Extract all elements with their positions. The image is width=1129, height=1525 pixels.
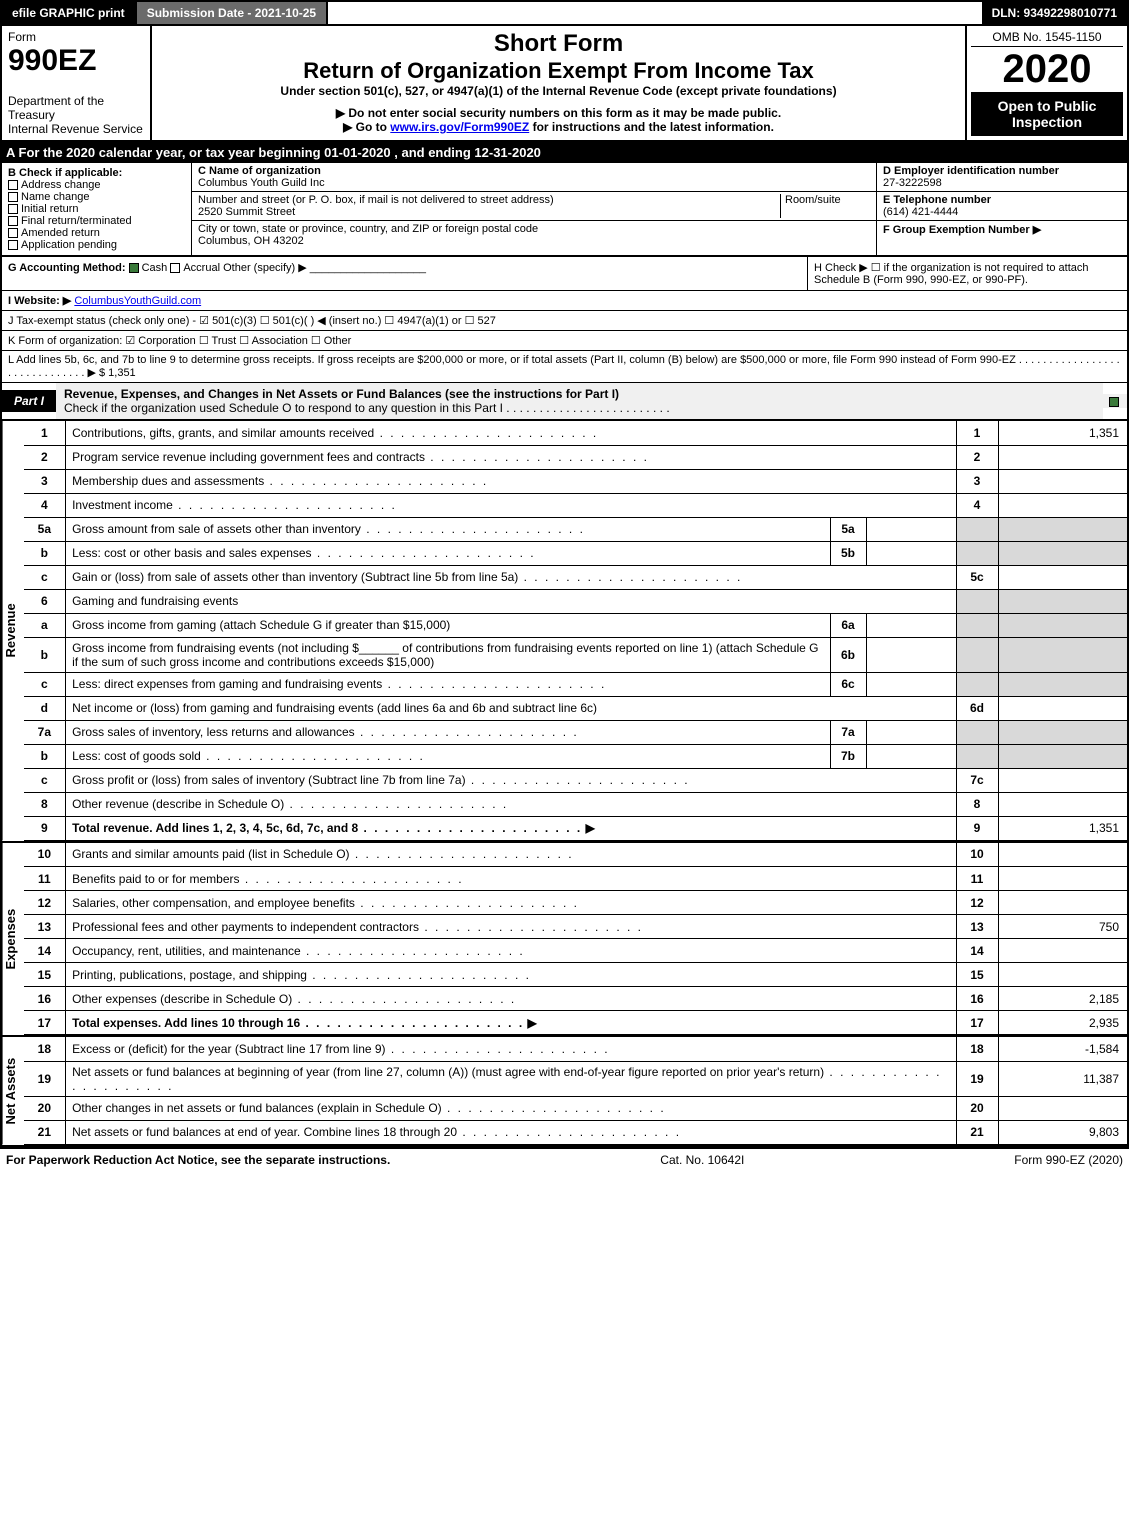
line-1: 1 Contributions, gifts, grants, and simi… [24,421,1128,445]
row-k-org-form: K Form of organization: ☑ Corporation ☐ … [0,331,1129,351]
line-14: 14 Occupancy, rent, utilities, and maint… [24,939,1128,963]
part-1-label: Part I [2,390,56,412]
line-9: 9 Total revenue. Add lines 1, 2, 3, 4, 5… [24,816,1128,840]
line-10: 10 Grants and similar amounts paid (list… [24,843,1128,867]
line-6b: b Gross income from fundraising events (… [24,637,1128,672]
line-15: 15 Printing, publications, postage, and … [24,963,1128,987]
line-5c: c Gain or (loss) from sale of assets oth… [24,565,1128,589]
part-1-header: Part I Revenue, Expenses, and Changes in… [0,383,1129,421]
check-accrual[interactable] [170,263,180,273]
line-7a: 7a Gross sales of inventory, less return… [24,720,1128,744]
line-5a: 5a Gross amount from sale of assets othe… [24,517,1128,541]
org-name-value: Columbus Youth Guild Inc [198,177,870,189]
form-code: 990EZ [8,44,144,78]
form-label: Form [8,30,144,44]
website-link[interactable]: ColumbusYouthGuild.com [74,295,201,307]
section-c: C Name of organization Columbus Youth Gu… [192,163,877,255]
phone-value: (614) 421-4444 [883,206,1121,218]
section-b-heading: B Check if applicable: [8,167,185,179]
line-8: 8 Other revenue (describe in Schedule O)… [24,792,1128,816]
expenses-side-label: Expenses [2,843,24,1036]
check-application-pending[interactable] [8,240,18,250]
tax-year: 2020 [971,47,1123,92]
part-1-schedule-o-check[interactable] [1109,397,1119,407]
top-bar: efile GRAPHIC print Submission Date - 20… [0,0,1129,26]
org-name-label: C Name of organization [198,165,870,177]
net-assets-side-label: Net Assets [2,1037,24,1145]
line-7c: c Gross profit or (loss) from sales of i… [24,768,1128,792]
form-reference: Form 990-EZ (2020) [1014,1153,1123,1167]
part-1-title: Revenue, Expenses, and Changes in Net As… [64,387,619,401]
row-i-website: I Website: ▶ ColumbusYouthGuild.com [0,291,1129,311]
line-3: 3 Membership dues and assessments 3 [24,469,1128,493]
section-def: D Employer identification number 27-3222… [877,163,1127,255]
city-value: Columbus, OH 43202 [198,235,870,247]
line-12: 12 Salaries, other compensation, and emp… [24,891,1128,915]
under-section: Under section 501(c), 527, or 4947(a)(1)… [162,84,955,98]
paperwork-notice: For Paperwork Reduction Act Notice, see … [6,1153,390,1167]
dept-treasury: Department of the Treasury [8,94,144,122]
short-form-title: Short Form [162,30,955,58]
irs-name: Internal Revenue Service [8,122,144,136]
line-16: 16 Other expenses (describe in Schedule … [24,987,1128,1011]
line-5b: b Less: cost or other basis and sales ex… [24,541,1128,565]
irs-link[interactable]: www.irs.gov/Form990EZ [390,120,529,134]
line-7b: b Less: cost of goods sold 7b [24,744,1128,768]
room-suite-label: Room/suite [780,194,870,218]
line-11: 11 Benefits paid to or for members 11 [24,867,1128,891]
check-final-return[interactable] [8,216,18,226]
street-label: Number and street (or P. O. box, if mail… [198,194,780,206]
check-address-change[interactable] [8,180,18,190]
part-1-sub: Check if the organization used Schedule … [64,401,670,415]
row-g-h: G Accounting Method: Cash Accrual Other … [0,257,1129,291]
line-20: 20 Other changes in net assets or fund b… [24,1096,1128,1120]
ssn-warning: ▶ Do not enter social security numbers o… [162,106,955,120]
omb-number: OMB No. 1545-1150 [971,30,1123,47]
city-label: City or town, state or province, country… [198,223,870,235]
tax-year-line: A For the 2020 calendar year, or tax yea… [0,142,1129,163]
line-2: 2 Program service revenue including gove… [24,445,1128,469]
net-assets-section: Net Assets 18 Excess or (deficit) for th… [0,1035,1129,1147]
line-6d: d Net income or (loss) from gaming and f… [24,696,1128,720]
check-name-change[interactable] [8,192,18,202]
dln-label: DLN: 93492298010771 [982,2,1127,24]
ein-label: D Employer identification number [883,165,1121,177]
form-header: Form 990EZ Department of the Treasury In… [0,26,1129,142]
line-17: 17 Total expenses. Add lines 10 through … [24,1011,1128,1035]
check-initial-return[interactable] [8,204,18,214]
info-grid: B Check if applicable: Address change Na… [0,163,1129,257]
ein-value: 27-3222598 [883,177,1121,189]
catalog-number: Cat. No. 10642I [660,1153,744,1167]
section-b: B Check if applicable: Address change Na… [2,163,192,255]
line-4: 4 Investment income 4 [24,493,1128,517]
revenue-section: Revenue 1 Contributions, gifts, grants, … [0,421,1129,841]
page-footer: For Paperwork Reduction Act Notice, see … [0,1147,1129,1171]
goto-line: ▶ Go to www.irs.gov/Form990EZ for instru… [162,120,955,134]
efile-print-button[interactable]: efile GRAPHIC print [2,2,137,24]
line-21: 21 Net assets or fund balances at end of… [24,1120,1128,1144]
expenses-section: Expenses 10 Grants and similar amounts p… [0,841,1129,1036]
line-6a: a Gross income from gaming (attach Sched… [24,613,1128,637]
check-amended-return[interactable] [8,228,18,238]
phone-label: E Telephone number [883,194,1121,206]
open-inspection: Open to Public Inspection [971,92,1123,136]
line-19: 19 Net assets or fund balances at beginn… [24,1061,1128,1096]
line-13: 13 Professional fees and other payments … [24,915,1128,939]
line-18: 18 Excess or (deficit) for the year (Sub… [24,1037,1128,1061]
main-title: Return of Organization Exempt From Incom… [162,58,955,84]
line-6: 6 Gaming and fundraising events [24,589,1128,613]
line-6c: c Less: direct expenses from gaming and … [24,672,1128,696]
street-value: 2520 Summit Street [198,206,780,218]
row-h: H Check ▶ ☐ if the organization is not r… [807,257,1127,290]
row-l-gross-receipts: L Add lines 5b, 6c, and 7b to line 9 to … [0,351,1129,383]
row-j-tax-exempt: J Tax-exempt status (check only one) - ☑… [0,311,1129,331]
group-exemption-label: F Group Exemption Number ▶ [883,223,1121,236]
revenue-side-label: Revenue [2,421,24,841]
check-cash[interactable] [129,263,139,273]
submission-date: Submission Date - 2021-10-25 [137,2,328,24]
